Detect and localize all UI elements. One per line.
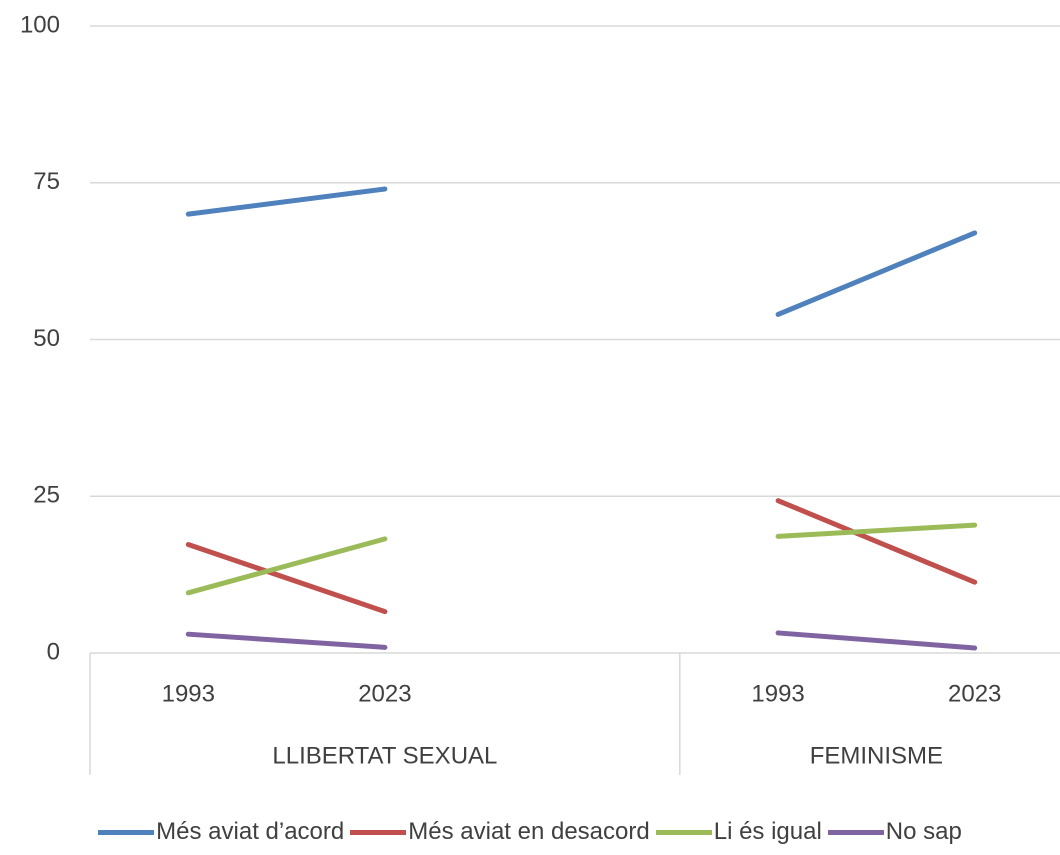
group-label: LLIBERTAT SEXUAL	[272, 742, 497, 769]
legend-item: Li és igual	[655, 818, 822, 846]
x-tick-label: 1993	[162, 680, 215, 707]
legend-item: Més aviat en desacord	[350, 818, 650, 846]
series-line	[775, 630, 978, 651]
legend-swatch	[655, 829, 712, 835]
legend: Més aviat d’acord Més aviat en desacord Li…	[0, 812, 1060, 852]
legend-label: Més aviat en desacord	[408, 818, 650, 845]
legend-label: Li és igual	[713, 818, 822, 845]
x-tick-label: 2023	[358, 680, 411, 707]
chart: 0 25 50 75 100 1993 2023 1993 2023 LLIBERTAT SEXU…	[20, 11, 1060, 775]
legend-item: No sap	[827, 818, 962, 846]
group-label: FEMINISME	[810, 742, 943, 769]
legend-item: Més aviat d’acord	[98, 818, 344, 846]
y-tick-label: 25	[33, 482, 60, 509]
series-line	[775, 522, 978, 539]
y-tick-label: 100	[20, 11, 60, 38]
y-tick-label: 75	[33, 168, 60, 195]
legend-swatch	[98, 829, 155, 835]
legend-swatch	[350, 829, 407, 835]
x-tick-label: 1993	[751, 680, 804, 707]
legend-swatch	[827, 829, 884, 835]
x-tick-label: 2023	[948, 680, 1001, 707]
series-line	[185, 631, 388, 650]
legend-label: Més aviat d’acord	[156, 818, 345, 845]
y-tick-label: 0	[47, 638, 60, 665]
series-line	[185, 542, 388, 615]
series-line	[775, 498, 978, 585]
series-line	[775, 230, 978, 317]
series-line	[185, 536, 388, 596]
y-tick-label: 50	[33, 325, 60, 352]
series-line	[185, 186, 388, 217]
legend-label: No sap	[885, 818, 962, 845]
